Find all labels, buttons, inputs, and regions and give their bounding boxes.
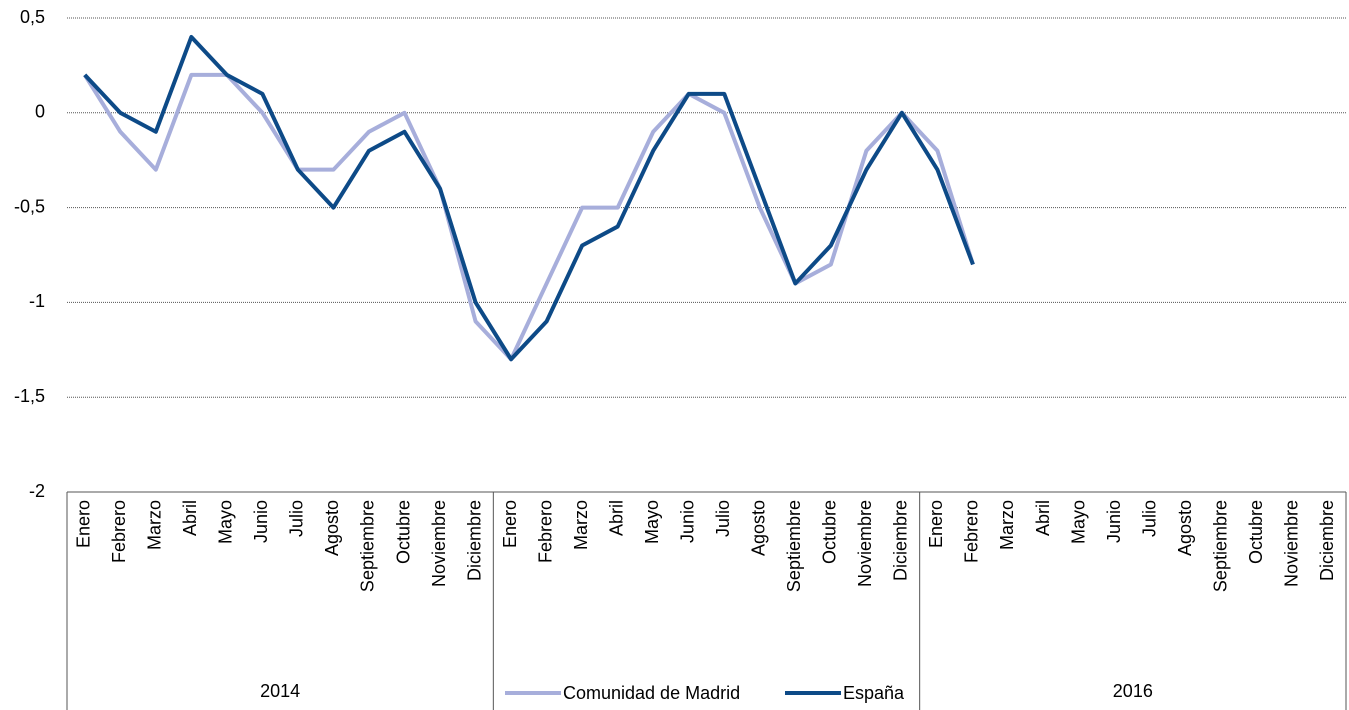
x-tick-label: Enero (500, 500, 520, 548)
x-tick-label: Agosto (749, 500, 769, 556)
group-label: 2016 (1113, 681, 1153, 701)
x-tick-label: Abril (606, 500, 626, 536)
x-tick-label: Febrero (535, 500, 555, 563)
x-tick-label: Octubre (1246, 500, 1266, 564)
x-tick-label: Agosto (322, 500, 342, 556)
y-tick-label: 0 (35, 102, 45, 122)
x-tick-label: Diciembre (891, 500, 911, 581)
series-line (83, 72, 975, 362)
x-tick-label: Noviembre (1281, 500, 1301, 587)
x-tick-label: Abril (180, 500, 200, 536)
y-tick-label: -1 (29, 291, 45, 311)
x-tick-label: Mayo (1068, 500, 1088, 544)
x-tick-label: Marzo (571, 500, 591, 550)
x-tick-label: Noviembre (855, 500, 875, 587)
x-tick-label: Septiembre (784, 500, 804, 592)
y-tick-label: -0,5 (14, 196, 45, 216)
x-tick-label: Marzo (145, 500, 165, 550)
x-tick-label: Noviembre (429, 500, 449, 587)
x-tick-label: Julio (713, 500, 733, 537)
x-tick-label: Julio (287, 500, 307, 537)
x-tick-label: Enero (74, 500, 94, 548)
series-line (83, 34, 975, 362)
x-tick-label: Diciembre (464, 500, 484, 581)
x-tick-label: Mayo (216, 500, 236, 544)
x-tick-label: Junio (251, 500, 271, 543)
x-tick-label: Octubre (820, 500, 840, 564)
x-tick-label: Diciembre (1317, 500, 1337, 581)
x-tick-label: Febrero (962, 500, 982, 563)
x-tick-label: Mayo (642, 500, 662, 544)
x-tick-label: Abril (1033, 500, 1053, 536)
x-tick-label: Octubre (393, 500, 413, 564)
y-tick-label: -2 (29, 481, 45, 501)
x-tick-label: Septiembre (358, 500, 378, 592)
legend-label: Comunidad de Madrid (563, 683, 740, 703)
x-tick-label: Julio (1139, 500, 1159, 537)
x-tick-label: Junio (1104, 500, 1124, 543)
group-label: 2014 (260, 681, 300, 701)
x-tick-label: Junio (677, 500, 697, 543)
x-tick-label: Marzo (997, 500, 1017, 550)
y-tick-label: 0,5 (20, 7, 45, 27)
x-tick-label: Septiembre (1210, 500, 1230, 592)
x-tick-label: Agosto (1175, 500, 1195, 556)
y-tick-label: -1,5 (14, 386, 45, 406)
x-tick-label: Febrero (109, 500, 129, 563)
x-tick-label: Enero (926, 500, 946, 548)
legend-label: España (843, 683, 905, 703)
